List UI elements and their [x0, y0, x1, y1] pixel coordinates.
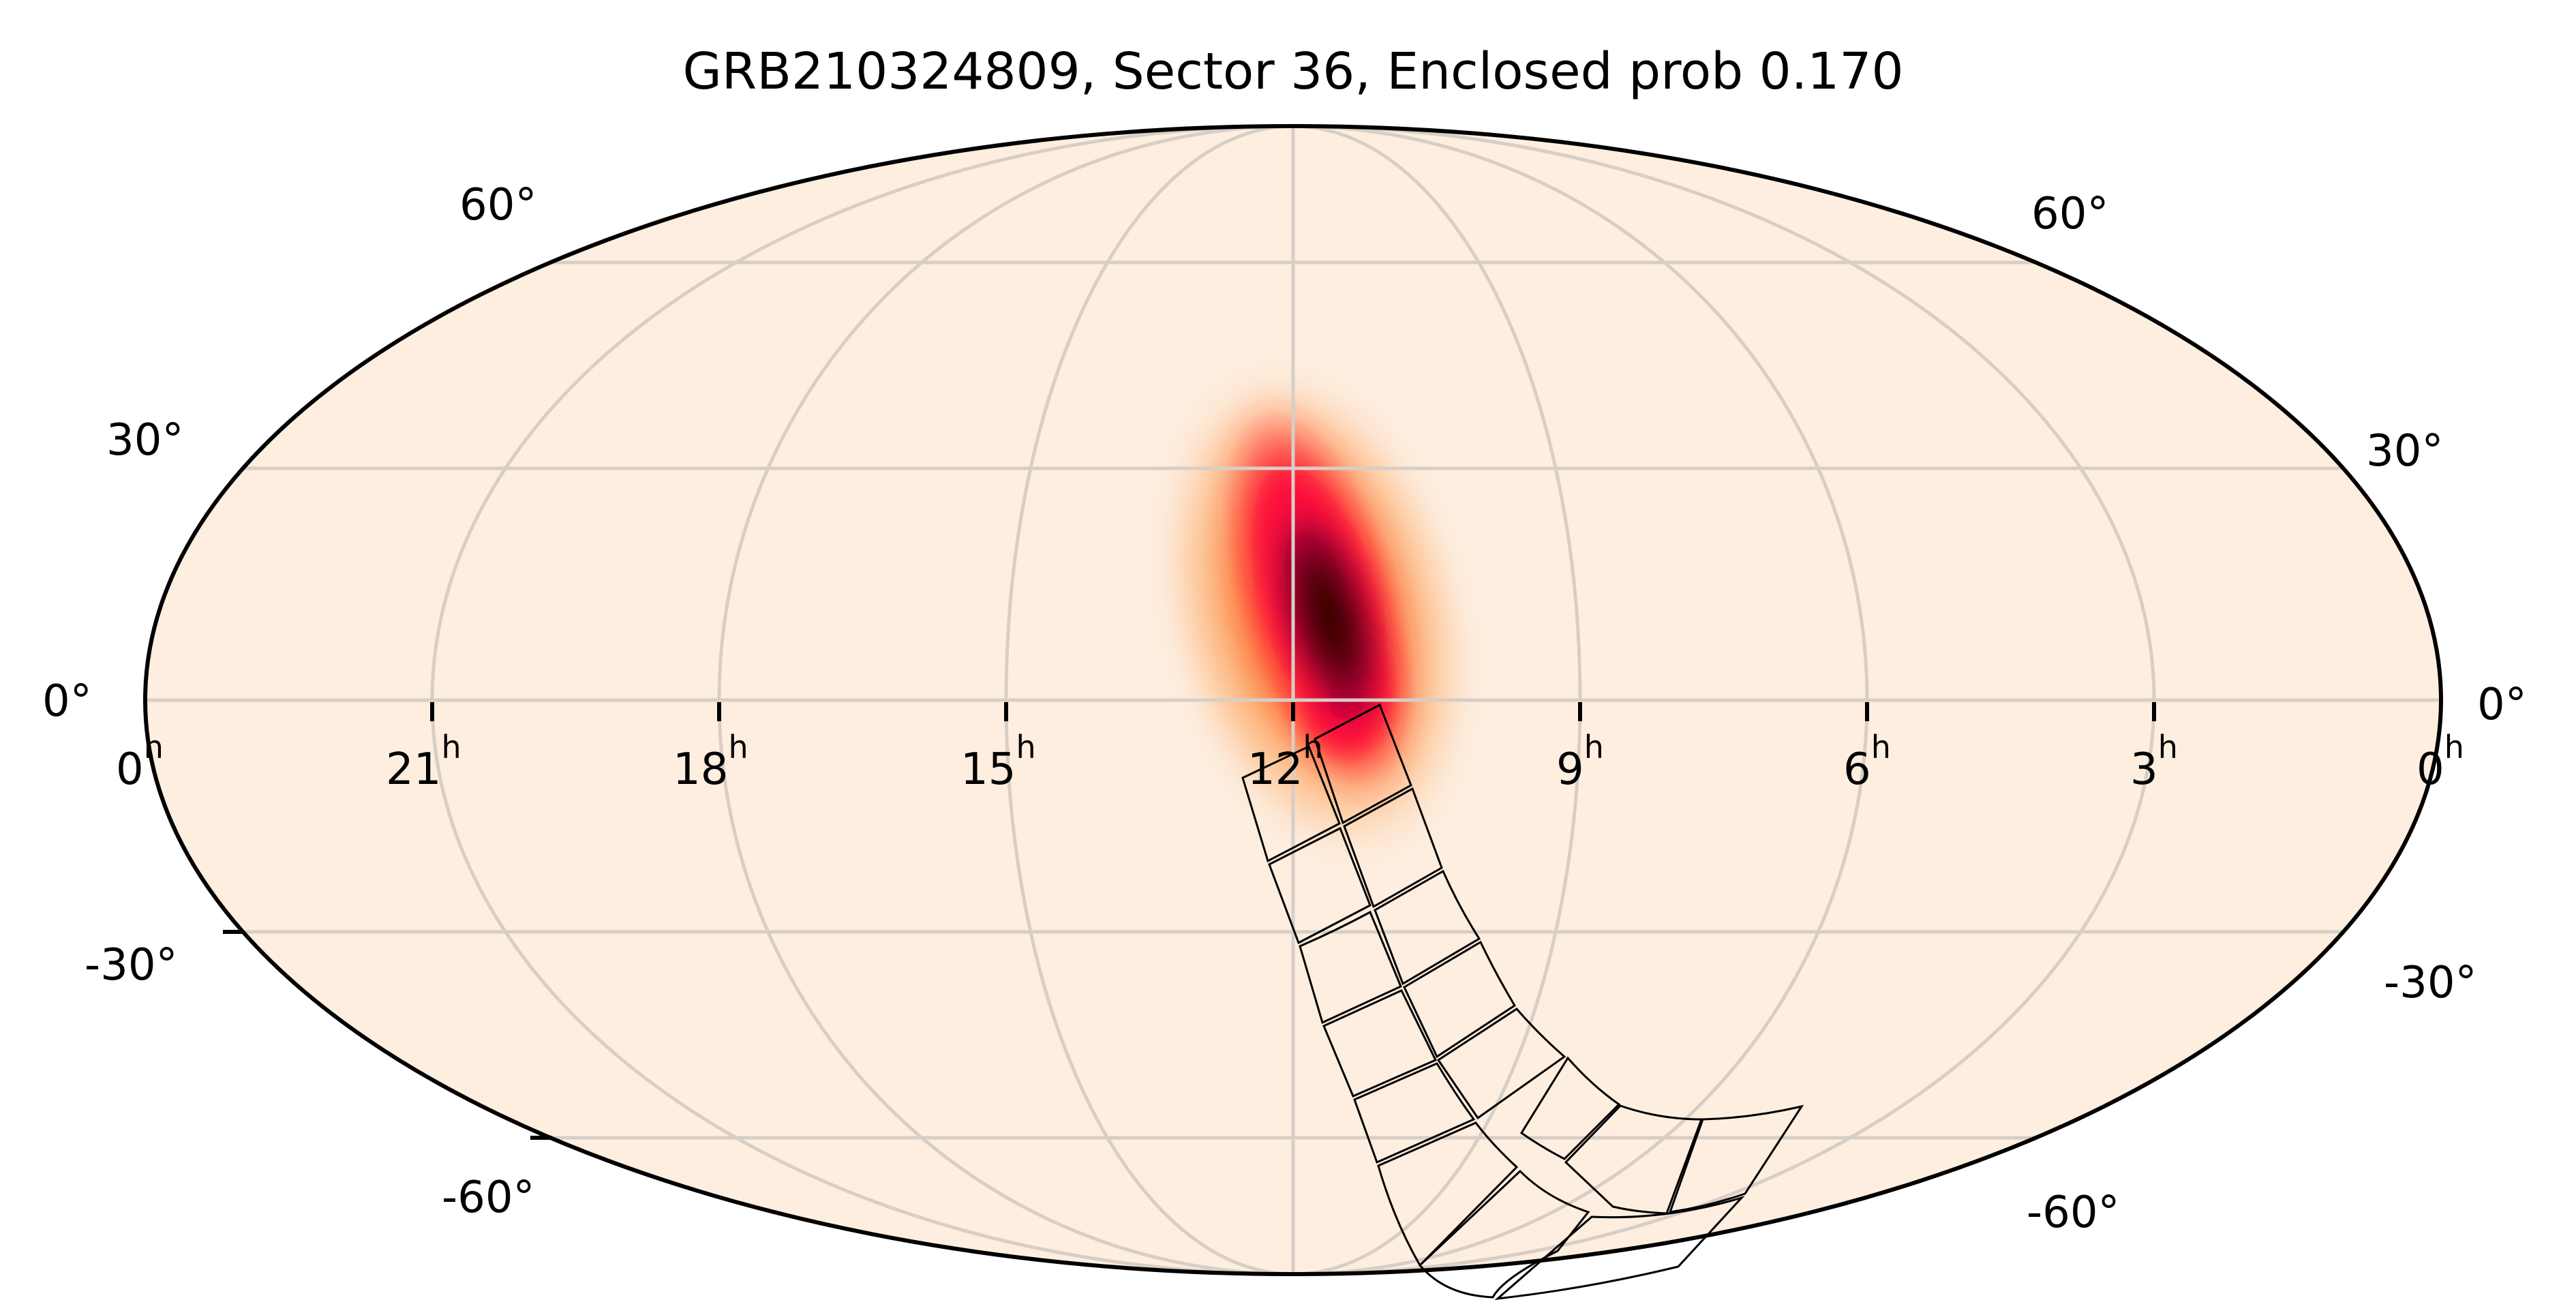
ccd-tile [1519, 1056, 1621, 1160]
ra-label-21h: 21h [386, 729, 461, 795]
ra-label-12h: 12h [1247, 729, 1323, 795]
ccd-tile [1564, 1104, 1703, 1215]
ccd-tile [1241, 744, 1341, 863]
dec-label-0-right: 0° [2477, 680, 2527, 730]
ra-label-0h-left: 0h [116, 729, 164, 795]
dec-label-0-left: 0° [42, 676, 92, 727]
ra-tick-labels: 0h 21h 18h 15h 12h 9h 6h 3h 0h [116, 729, 2464, 795]
ccd-tile [1418, 1169, 1590, 1299]
dec-tick-labels-left: 60° 30° 0° -30° -60° [42, 180, 536, 1223]
dec-label-m30-left: -30° [85, 940, 178, 991]
dec-tick-marks [223, 930, 552, 1140]
ccd-tile [1268, 826, 1372, 945]
ccd-tile [1436, 1008, 1566, 1120]
dec-label-m60-left: -60° [442, 1173, 535, 1223]
ccd-tile [1374, 869, 1481, 986]
dec-label-60-right: 60° [2031, 189, 2108, 239]
ra-label-6h: 6h [1843, 729, 1891, 795]
ccd-tile [1314, 703, 1412, 825]
ccd-tile [1299, 910, 1402, 1025]
chart-title: GRB210324809, Sector 36, Enclosed prob 0… [682, 42, 1903, 101]
sky-outline [143, 124, 2443, 1276]
ccd-tile [1668, 1104, 1804, 1213]
sector-footprint [1241, 703, 1804, 1301]
ccd-tile [1343, 787, 1443, 909]
ra-label-3h: 3h [2130, 729, 2178, 795]
graticule [145, 126, 2441, 1274]
dec-tick-labels-right: 60° 30° 0° -30° -60° [2027, 189, 2527, 1238]
dec-label-m60-right: -60° [2027, 1188, 2120, 1238]
ccd-tile [1322, 989, 1438, 1098]
ccd-tile [1403, 940, 1517, 1059]
ra-label-15h: 15h [960, 729, 1036, 795]
dec-label-30-left: 30° [106, 415, 183, 466]
ra-label-18h: 18h [673, 729, 748, 795]
ra-label-0h-right: 0h [2416, 729, 2464, 795]
ra-tick-marks [430, 702, 2156, 721]
dec-label-60-left: 60° [459, 180, 536, 230]
ra-label-9h: 9h [1556, 729, 1604, 795]
ccd-tile [1353, 1062, 1476, 1164]
dec-label-30-right: 30° [2366, 426, 2443, 477]
ccd-tile [1494, 1195, 1745, 1301]
dec-label-m30-right: -30° [2384, 958, 2477, 1008]
